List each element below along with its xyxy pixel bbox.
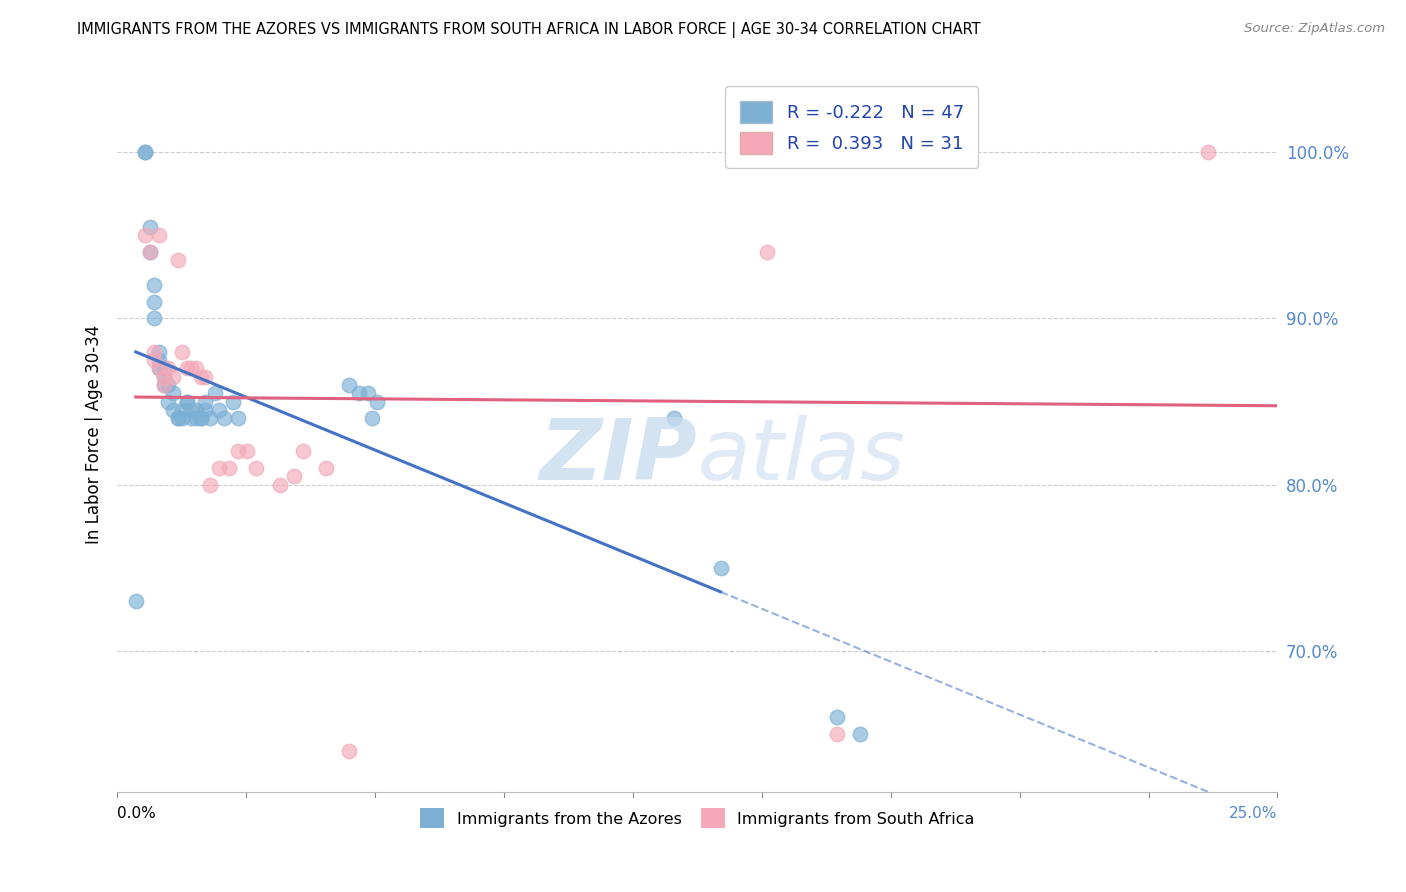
- Point: [361, 411, 384, 425]
- Point: [208, 461, 231, 475]
- Point: [143, 311, 166, 326]
- Point: [166, 253, 188, 268]
- Point: [134, 228, 156, 243]
- Point: [152, 378, 174, 392]
- Text: Source: ZipAtlas.com: Source: ZipAtlas.com: [1244, 22, 1385, 36]
- Point: [222, 394, 245, 409]
- Point: [184, 361, 207, 376]
- Point: [337, 744, 360, 758]
- Point: [148, 228, 170, 243]
- Point: [226, 411, 249, 425]
- Point: [162, 403, 184, 417]
- Point: [204, 386, 226, 401]
- Point: [218, 461, 240, 475]
- Point: [825, 727, 848, 741]
- Point: [198, 477, 221, 491]
- Point: [194, 394, 217, 409]
- Point: [283, 469, 305, 483]
- Point: [125, 594, 148, 608]
- Point: [245, 461, 267, 475]
- Point: [337, 378, 360, 392]
- Point: [157, 394, 180, 409]
- Point: [152, 369, 174, 384]
- Point: [162, 386, 184, 401]
- Point: [190, 369, 212, 384]
- Point: [180, 403, 202, 417]
- Point: [366, 394, 388, 409]
- Point: [166, 411, 188, 425]
- Point: [212, 411, 235, 425]
- Point: [138, 220, 160, 235]
- Point: [134, 145, 156, 160]
- Point: [194, 369, 217, 384]
- Text: atlas: atlas: [697, 415, 905, 498]
- Point: [208, 403, 231, 417]
- Point: [162, 369, 184, 384]
- Point: [143, 353, 166, 368]
- Point: [347, 386, 370, 401]
- Point: [236, 444, 259, 458]
- Point: [662, 411, 685, 425]
- Point: [184, 411, 207, 425]
- Point: [180, 361, 202, 376]
- Point: [315, 461, 337, 475]
- Point: [152, 361, 174, 376]
- Point: [148, 361, 170, 376]
- Text: 25.0%: 25.0%: [1229, 805, 1278, 821]
- Point: [148, 353, 170, 368]
- Point: [709, 561, 731, 575]
- Point: [166, 411, 188, 425]
- Point: [172, 403, 194, 417]
- Point: [190, 411, 212, 425]
- Point: [291, 444, 314, 458]
- Point: [138, 245, 160, 260]
- Point: [148, 361, 170, 376]
- Point: [172, 411, 194, 425]
- Point: [152, 369, 174, 384]
- Point: [176, 394, 198, 409]
- Point: [176, 394, 198, 409]
- Point: [198, 411, 221, 425]
- Point: [180, 411, 202, 425]
- Point: [143, 278, 166, 293]
- Point: [157, 378, 180, 392]
- Point: [172, 344, 194, 359]
- Point: [825, 710, 848, 724]
- Point: [755, 245, 778, 260]
- Point: [357, 386, 380, 401]
- Point: [152, 378, 174, 392]
- Point: [269, 477, 291, 491]
- Point: [143, 294, 166, 309]
- Point: [226, 444, 249, 458]
- Point: [138, 245, 160, 260]
- Point: [184, 403, 207, 417]
- Point: [134, 145, 156, 160]
- Legend: Immigrants from the Azores, Immigrants from South Africa: Immigrants from the Azores, Immigrants f…: [413, 802, 981, 834]
- Y-axis label: In Labor Force | Age 30-34: In Labor Force | Age 30-34: [86, 326, 103, 544]
- Point: [1197, 145, 1219, 160]
- Text: IMMIGRANTS FROM THE AZORES VS IMMIGRANTS FROM SOUTH AFRICA IN LABOR FORCE | AGE : IMMIGRANTS FROM THE AZORES VS IMMIGRANTS…: [77, 22, 981, 38]
- Point: [148, 344, 170, 359]
- Point: [176, 361, 198, 376]
- Point: [194, 403, 217, 417]
- Text: ZIP: ZIP: [540, 415, 697, 498]
- Text: 0.0%: 0.0%: [117, 805, 156, 821]
- Point: [157, 361, 180, 376]
- Point: [190, 411, 212, 425]
- Point: [143, 344, 166, 359]
- Point: [849, 727, 872, 741]
